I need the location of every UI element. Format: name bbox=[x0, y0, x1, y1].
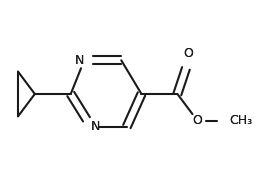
Text: O: O bbox=[193, 114, 202, 128]
Text: O: O bbox=[184, 47, 194, 60]
Text: CH₃: CH₃ bbox=[229, 114, 252, 128]
Text: O: O bbox=[184, 47, 194, 60]
Text: CH₃: CH₃ bbox=[229, 114, 252, 128]
Text: N: N bbox=[91, 120, 100, 133]
Text: N: N bbox=[75, 54, 84, 67]
Text: N: N bbox=[91, 120, 100, 133]
Text: O: O bbox=[193, 114, 202, 128]
Text: N: N bbox=[75, 54, 84, 67]
